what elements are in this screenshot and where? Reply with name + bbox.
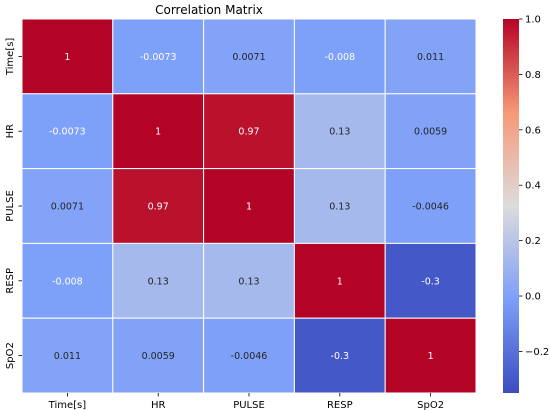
cell-annotation: -0.0046	[412, 202, 449, 213]
heatmap-cell	[384, 168, 477, 244]
heatmap-cell	[21, 317, 114, 394]
y-tick-label: PULSE	[5, 190, 16, 222]
heatmap-cell	[203, 317, 295, 394]
heatmap-cell	[384, 93, 477, 170]
cell-annotation: 0.0059	[142, 351, 175, 362]
cell-annotation: -0.3	[331, 351, 350, 362]
cell-annotation: 1	[155, 127, 161, 138]
cell-annotation: 0.011	[54, 351, 81, 362]
heatmap-cell	[293, 18, 386, 95]
colorbar-tick-label: 0.6	[525, 125, 541, 136]
cell-annotation: 0.0071	[51, 202, 84, 213]
y-tick-label: RESP	[5, 268, 16, 294]
cell-annotation: 0.0059	[414, 127, 447, 138]
heatmap-cell	[384, 242, 477, 319]
x-tick-label: SpO2	[417, 400, 444, 410]
y-axis: Time[s] HR PULSE RESP SpO2	[5, 38, 22, 369]
y-tick-label: Time[s]	[5, 38, 16, 77]
cell-annotation: 1	[246, 202, 252, 213]
heatmap-cell	[112, 168, 205, 244]
colorbar-gradient	[503, 19, 519, 393]
heatmap-cell	[293, 168, 386, 244]
cell-annotation: -0.008	[324, 52, 355, 63]
heatmap-cell	[112, 242, 205, 319]
x-tick-label: RESP	[327, 400, 353, 410]
colorbar-tick-label: 0.8	[525, 70, 541, 81]
heatmap-cell	[384, 18, 477, 95]
cell-annotation: 0.13	[238, 276, 259, 287]
cell-annotation: 0.13	[329, 202, 350, 213]
x-tick-label: Time[s]	[48, 400, 87, 410]
heatmap-cell	[203, 242, 295, 319]
heatmap-cell	[21, 18, 114, 95]
colorbar-tick-label: 0.4	[525, 181, 541, 192]
cell-annotation: 0.011	[417, 52, 444, 63]
cell-annotation: 1	[428, 351, 434, 362]
colorbar-tick-label: −0.2	[525, 347, 549, 358]
heatmap-cell	[293, 242, 386, 319]
x-tick-label: PULSE	[233, 400, 265, 410]
colorbar-tick-label: 0.0	[525, 292, 541, 303]
heatmap-cell	[112, 317, 205, 394]
heatmap-cells	[21, 18, 477, 394]
x-tick-label: HR	[151, 400, 166, 410]
cell-annotation: 0.0071	[232, 52, 265, 63]
x-axis: Time[s] HR PULSE RESP SpO2	[48, 393, 444, 410]
cell-annotation: 0.13	[148, 276, 169, 287]
heatmap-cell	[203, 18, 295, 95]
cell-annotation: -0.3	[421, 276, 440, 287]
heatmap-cell	[384, 317, 477, 394]
colorbar-tick-label: 0.2	[525, 236, 541, 247]
heatmap-cell	[203, 93, 295, 170]
cell-annotation: 1	[64, 52, 70, 63]
cell-annotation: -0.0046	[231, 351, 268, 362]
heatmap-cell	[112, 18, 205, 95]
cell-annotation: -0.0073	[140, 52, 177, 63]
cell-annotation: 0.97	[238, 127, 259, 138]
y-tick-label: SpO2	[5, 342, 16, 369]
heatmap-cell	[203, 168, 295, 244]
heatmap-cell	[21, 93, 114, 170]
chart-title: Correlation Matrix	[155, 3, 263, 17]
colorbar-tick-label: 1.0	[525, 15, 541, 26]
cell-annotation: 0.97	[148, 202, 169, 213]
heatmap-annotations: 1 -0.0073 0.0071 -0.008 0.011 -0.0073 1 0.97 0.1…	[49, 52, 449, 362]
cell-annotation: -0.008	[52, 276, 83, 287]
cell-annotation: 1	[337, 276, 343, 287]
colorbar: −0.2 0.0 0.2 0.4 0.6 0.8 1.0	[503, 15, 549, 393]
cell-annotation: 0.13	[329, 127, 350, 138]
y-tick-label: HR	[5, 124, 16, 139]
cell-annotation: -0.0073	[49, 127, 86, 138]
